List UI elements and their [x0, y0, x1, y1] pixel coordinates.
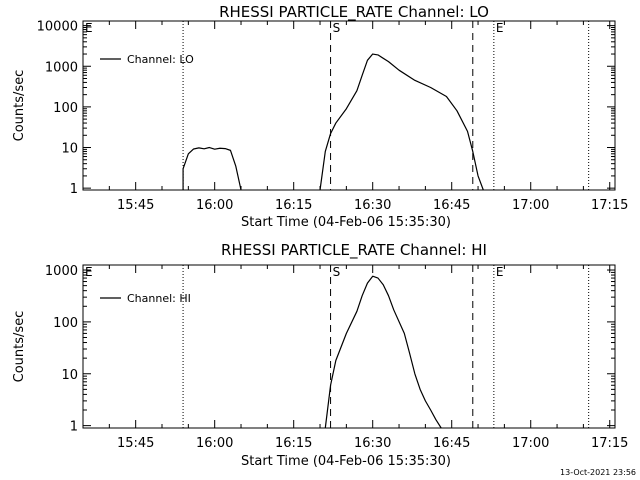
y-tick-label: 10 — [61, 142, 78, 157]
x-tick-label: 16:30 — [354, 436, 391, 451]
y-tick-label: 1000 — [45, 264, 78, 279]
y-tick-label: 1 — [70, 420, 78, 435]
y-tick-label: 1 — [70, 182, 78, 197]
x-tick-label: 15:45 — [117, 436, 154, 451]
x-tick-label: 17:00 — [512, 436, 549, 451]
x-tick-label: 16:15 — [275, 198, 312, 213]
generation-timestamp: 13-Oct-2021 23:56 — [560, 468, 636, 477]
chart-title: RHESSI PARTICLE_RATE Channel: LO — [219, 3, 489, 22]
data-line-channel-lo — [182, 146, 242, 191]
y-axis-label: Counts/sec — [12, 70, 27, 142]
x-tick-label: 16:00 — [196, 436, 233, 451]
plot-frame — [82, 264, 616, 429]
data-line-channel-hi — [324, 275, 442, 429]
x-tick-label: 17:15 — [591, 198, 628, 213]
marker-label: E — [496, 265, 504, 279]
y-tick-label: 10000 — [37, 20, 78, 35]
y-axis-label: Counts/sec — [12, 311, 27, 383]
x-tick-label: 16:45 — [433, 436, 470, 451]
x-tick-label: 16:00 — [196, 198, 233, 213]
x-axis-label: Start Time (04-Feb-06 15:35:30) — [241, 215, 451, 230]
x-tick-label: 15:45 — [117, 198, 154, 213]
plot-frame — [82, 20, 616, 191]
data-line-channel-lo — [319, 53, 484, 191]
y-tick-label: 100 — [53, 101, 78, 116]
x-axis-label: Start Time (04-Feb-06 15:35:30) — [241, 454, 451, 469]
marker-label: E — [85, 21, 93, 35]
panel-1: RHESSI PARTICLE_RATE Channel: LO 15:45 16:… — [12, 3, 628, 230]
x-tick-label: 16:15 — [275, 436, 312, 451]
x-tick-label: 17:00 — [512, 198, 549, 213]
marker-label: S — [333, 265, 341, 279]
panel-2: RHESSI PARTICLE_RATE Channel: HI 15:45 16:… — [12, 241, 628, 469]
legend-label: Channel: HI — [127, 292, 191, 305]
marker-label: S — [333, 21, 341, 35]
x-tick-label: 16:45 — [433, 198, 470, 213]
marker-label: E — [496, 21, 504, 35]
y-tick-label: 1000 — [45, 60, 78, 75]
chart-title: RHESSI PARTICLE_RATE Channel: HI — [221, 241, 487, 260]
x-tick-label: 17:15 — [591, 436, 628, 451]
y-tick-label: 10 — [61, 368, 78, 383]
y-tick-label: 100 — [53, 316, 78, 331]
legend-label: Channel: LO — [127, 53, 194, 66]
marker-label: E — [85, 265, 93, 279]
x-tick-label: 16:30 — [354, 198, 391, 213]
